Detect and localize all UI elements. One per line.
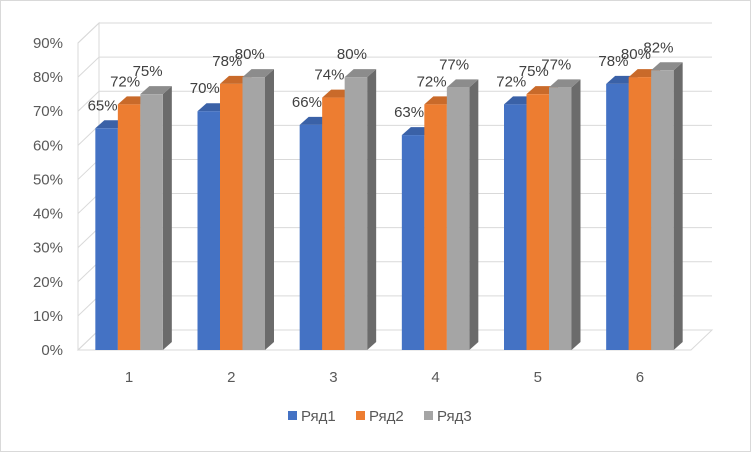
data-label: 78% <box>212 53 242 70</box>
bars <box>95 62 683 351</box>
y-tick-label: 30% <box>33 240 63 257</box>
data-label: 66% <box>292 94 322 111</box>
y-tick-label: 10% <box>33 308 63 325</box>
y-tick-label: 50% <box>33 171 63 188</box>
data-label: 77% <box>541 56 571 73</box>
data-label: 82% <box>643 39 673 56</box>
data-label: 63% <box>394 104 424 121</box>
bar <box>140 86 172 351</box>
legend-swatch <box>288 411 297 420</box>
data-label: 74% <box>314 67 344 84</box>
data-label: 80% <box>235 46 265 63</box>
legend-item: Ряд3 <box>424 408 472 425</box>
legend-label: Ряд2 <box>369 408 404 425</box>
x-tick-label: 1 <box>125 369 133 386</box>
data-label: 80% <box>621 46 651 63</box>
data-label: 70% <box>190 80 220 97</box>
legend-swatch <box>424 411 433 420</box>
y-tick-label: 40% <box>33 206 63 223</box>
data-label: 72% <box>110 73 140 90</box>
bar <box>549 79 581 350</box>
y-axis-ticks: 0% 10% 20% 30% 40% 50% 60% 70% 80% 90% <box>33 35 63 359</box>
legend-item: Ряд1 <box>288 408 336 425</box>
y-tick-label: 70% <box>33 103 63 120</box>
data-label: 77% <box>439 56 469 73</box>
y-tick-label: 20% <box>33 274 63 291</box>
x-tick-label: 6 <box>636 369 644 386</box>
data-labels: 65%72%75%70%78%80%66%74%80%63%72%77%72%7… <box>88 39 674 121</box>
bar <box>242 69 274 350</box>
legend-label: Ряд3 <box>437 408 472 425</box>
data-label: 72% <box>496 73 526 90</box>
x-tick-label: 3 <box>329 369 337 386</box>
bar <box>446 79 479 350</box>
y-tick-label: 60% <box>33 137 63 154</box>
data-label: 78% <box>598 53 628 70</box>
legend-swatch <box>356 411 365 420</box>
legend: Ряд1 Ряд2 Ряд3 <box>288 408 472 425</box>
data-label: 80% <box>337 46 367 63</box>
data-label: 72% <box>417 73 447 90</box>
y-tick-label: 90% <box>33 35 63 52</box>
gridline <box>77 22 712 44</box>
data-label: 75% <box>133 63 163 80</box>
x-tick-label: 2 <box>227 369 235 386</box>
data-label: 75% <box>519 63 549 80</box>
data-label: 65% <box>88 97 118 114</box>
legend-item: Ряд2 <box>356 408 404 425</box>
y-tick-label: 80% <box>33 69 63 86</box>
bar <box>651 62 683 351</box>
x-tick-label: 5 <box>534 369 542 386</box>
x-axis-ticks: 1 2 3 4 5 6 <box>125 369 644 386</box>
x-tick-label: 4 <box>431 369 439 386</box>
legend-label: Ряд1 <box>301 408 336 425</box>
bar <box>344 69 377 350</box>
y-tick-label: 0% <box>41 342 63 359</box>
chart-floor <box>76 329 714 351</box>
